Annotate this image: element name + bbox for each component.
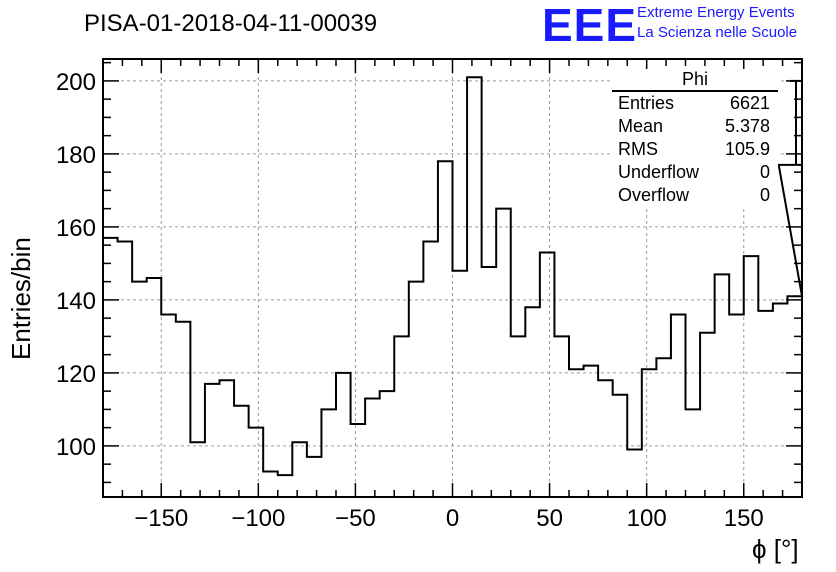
stats-label: Mean: [618, 116, 664, 136]
logo-line-1: Extreme Energy Events: [637, 4, 795, 21]
stats-box: Phi Entries 6621 Mean 5.378 RMS 105.9 Un…: [612, 69, 778, 209]
stats-row: Overflow 0: [618, 185, 770, 208]
stats-value: 105.9: [724, 139, 770, 159]
x-tick-label: 0: [446, 505, 459, 532]
stats-title: Phi: [681, 69, 708, 89]
y-axis-label: Entries/bin: [6, 237, 36, 360]
x-tick-label: −150: [134, 505, 188, 532]
stats-value: 0: [759, 185, 770, 205]
stats-label: Entries: [618, 93, 675, 113]
x-axis-label: ϕ [°]: [752, 534, 799, 564]
stats-row: RMS 105.9: [618, 139, 770, 162]
stats-divider: [612, 90, 778, 92]
stats-row: Entries 6621: [618, 93, 770, 116]
x-tick-label: −100: [231, 505, 285, 532]
y-tick-label: 200: [56, 69, 96, 96]
y-tick-label: 120: [56, 361, 96, 388]
y-tick-label: 180: [56, 142, 96, 169]
stats-value: 5.378: [724, 116, 770, 136]
y-tick-label: 100: [56, 434, 96, 461]
logo-line-2: La Scienza nelle Scuole: [637, 24, 798, 41]
chart-title: PISA-01-2018-04-11-00039: [84, 10, 378, 37]
x-tick-label: 50: [536, 505, 563, 532]
histogram-steps: [103, 76, 804, 477]
stats-label: Overflow: [618, 185, 690, 205]
x-tick-label: −50: [335, 505, 376, 532]
stats-value: 6621: [729, 93, 770, 113]
stats-label: Underflow: [618, 162, 700, 182]
stats-label: RMS: [618, 139, 658, 159]
y-tick-label: 160: [56, 215, 96, 242]
x-tick-label: 100: [627, 505, 667, 532]
y-tick-label: 140: [56, 288, 96, 315]
stats-row: Mean 5.378: [618, 116, 770, 139]
eee-logo: EEE: [542, 0, 638, 51]
stats-value: 0: [759, 162, 770, 182]
stats-row: Underflow 0: [618, 162, 770, 185]
x-tick-label: 150: [724, 505, 764, 532]
